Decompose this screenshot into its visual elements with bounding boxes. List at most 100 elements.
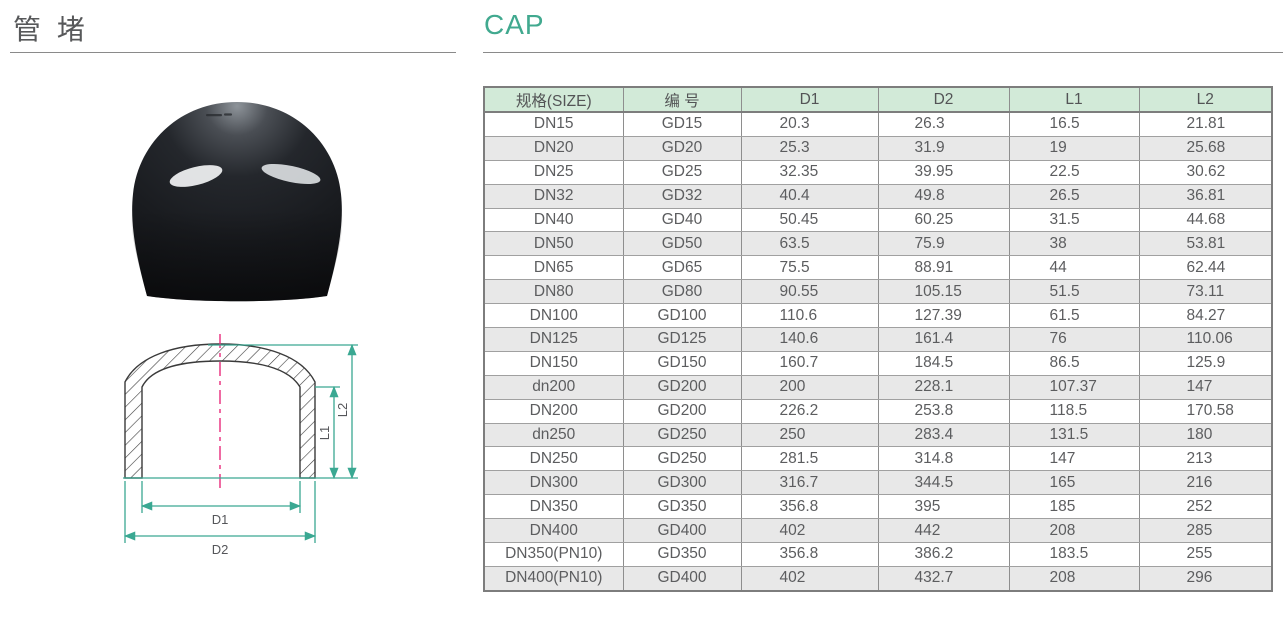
table-row: DN40 GD40 50.45 60.25 31.5 44.68 <box>483 207 1273 233</box>
table-cell: 316.7 <box>740 470 879 496</box>
table-cell: 30.62 <box>1138 159 1273 185</box>
table-cell: GD300 <box>622 470 742 496</box>
table-cell: DN125 <box>483 327 624 352</box>
table-cell: GD100 <box>622 303 742 329</box>
table-cell: 285 <box>1138 518 1273 544</box>
table-cell: 147 <box>1138 374 1273 400</box>
cap-product-photo <box>122 90 352 305</box>
table-cell: 253.8 <box>877 398 1010 424</box>
table-row: DN50 GD50 63.5 75.9 38 53.81 <box>483 231 1273 257</box>
table-cell: dn250 <box>483 422 624 448</box>
table-row: DN65 GD65 75.5 88.91 44 62.44 <box>483 255 1273 281</box>
table-cell: 402 <box>740 565 879 592</box>
table-cell: 25.68 <box>1138 135 1273 161</box>
label-l1: L1 <box>317 426 332 440</box>
table-cell: 283.4 <box>877 422 1010 448</box>
table-cell: 88.91 <box>877 255 1010 281</box>
table-row: DN250 GD250 281.5 314.8 147 213 <box>483 446 1273 472</box>
cap-drawing-graphic: D1 D2 L1 L2 <box>123 334 358 557</box>
table-row: dn200 GD200 200 228.1 107.37 147 <box>483 374 1273 400</box>
table-cell: GD25 <box>622 159 742 185</box>
table-cell: 213 <box>1138 446 1273 472</box>
table-cell: GD250 <box>622 446 742 472</box>
table-cell: 226.2 <box>740 398 879 424</box>
table-cell: 51.5 <box>1008 279 1140 305</box>
table-row: DN32 GD32 40.4 49.8 26.5 36.81 <box>483 183 1273 209</box>
table-cell: GD400 <box>622 518 742 544</box>
table-cell: 63.5 <box>740 231 879 257</box>
table-cell: 125.9 <box>1138 350 1273 376</box>
table-cell: GD200 <box>622 374 742 400</box>
table-cell: 19 <box>1008 135 1140 161</box>
table-cell: 180 <box>1138 422 1273 448</box>
table-cell: 53.81 <box>1138 231 1273 257</box>
table-cell: 160.7 <box>740 350 879 376</box>
table-cell: 208 <box>1008 565 1140 592</box>
table-cell: dn200 <box>483 374 624 400</box>
table-cell: 344.5 <box>877 470 1010 496</box>
table-cell: 38 <box>1008 231 1140 257</box>
table-cell: DN32 <box>483 183 624 209</box>
table-cell: 44 <box>1008 255 1140 281</box>
table-cell: DN200 <box>483 398 624 424</box>
table-cell: 105.15 <box>877 279 1010 305</box>
table-cell: DN20 <box>483 135 624 161</box>
column-header: 规格(SIZE) <box>483 86 624 113</box>
table-row: DN125 GD125 140.6 161.4 76 110.06 <box>483 327 1273 352</box>
table-cell: GD65 <box>622 255 742 281</box>
table-cell: 147 <box>1008 446 1140 472</box>
table-cell: 49.8 <box>877 183 1010 209</box>
cap-dimension-drawing: D1 D2 L1 L2 <box>100 330 390 590</box>
label-l2: L2 <box>335 403 350 417</box>
right-divider-line <box>483 52 1283 53</box>
table-cell: 127.39 <box>877 303 1010 329</box>
table-cell: 84.27 <box>1138 303 1273 329</box>
table-cell: DN300 <box>483 470 624 496</box>
table-cell: 39.95 <box>877 159 1010 185</box>
table-row: DN15 GD15 20.3 26.3 16.5 21.81 <box>483 111 1273 137</box>
page-title-chinese: 管 堵 <box>13 14 89 45</box>
table-cell: 165 <box>1008 470 1140 496</box>
table-cell: 118.5 <box>1008 398 1140 424</box>
table-row: DN300 GD300 316.7 344.5 165 216 <box>483 470 1273 496</box>
table-cell: 36.81 <box>1138 183 1273 209</box>
table-cell: 395 <box>877 494 1010 520</box>
table-cell: 86.5 <box>1008 350 1140 376</box>
table-cell: GD350 <box>622 494 742 520</box>
cap-right-highlight <box>261 163 321 185</box>
table-cell: DN25 <box>483 159 624 185</box>
column-header: D2 <box>877 86 1010 113</box>
label-d2: D2 <box>212 542 229 557</box>
page-title-english: CAP <box>484 9 545 40</box>
table-cell: 442 <box>877 518 1010 544</box>
table-cell: 31.9 <box>877 135 1010 161</box>
table-cell: GD32 <box>622 183 742 209</box>
table-cell: GD150 <box>622 350 742 376</box>
table-cell: 90.55 <box>740 279 879 305</box>
table-cell: GD80 <box>622 279 742 305</box>
table-cell: GD350 <box>622 542 742 567</box>
table-cell: GD40 <box>622 207 742 233</box>
column-header: 编 号 <box>622 86 742 113</box>
table-cell: 60.25 <box>877 207 1010 233</box>
table-cell: 25.3 <box>740 135 879 161</box>
table-cell: DN80 <box>483 279 624 305</box>
table-cell: DN400(PN10) <box>483 565 624 592</box>
table-row: DN200 GD200 226.2 253.8 118.5 170.58 <box>483 398 1273 424</box>
table-cell: DN350 <box>483 494 624 520</box>
table-cell: DN100 <box>483 303 624 329</box>
table-cell: 250 <box>740 422 879 448</box>
table-row: DN400 GD400 402 442 208 285 <box>483 518 1273 544</box>
cap-top-marking <box>206 113 232 117</box>
table-cell: 131.5 <box>1008 422 1140 448</box>
table-cell: 75.5 <box>740 255 879 281</box>
table-cell: 22.5 <box>1008 159 1140 185</box>
table-cell: 216 <box>1138 470 1273 496</box>
table-cell: 61.5 <box>1008 303 1140 329</box>
table-cell: DN50 <box>483 231 624 257</box>
table-cell: 252 <box>1138 494 1273 520</box>
table-cell: DN65 <box>483 255 624 281</box>
table-cell: 62.44 <box>1138 255 1273 281</box>
table-cell: 26.5 <box>1008 183 1140 209</box>
table-cell: 76 <box>1008 327 1140 352</box>
